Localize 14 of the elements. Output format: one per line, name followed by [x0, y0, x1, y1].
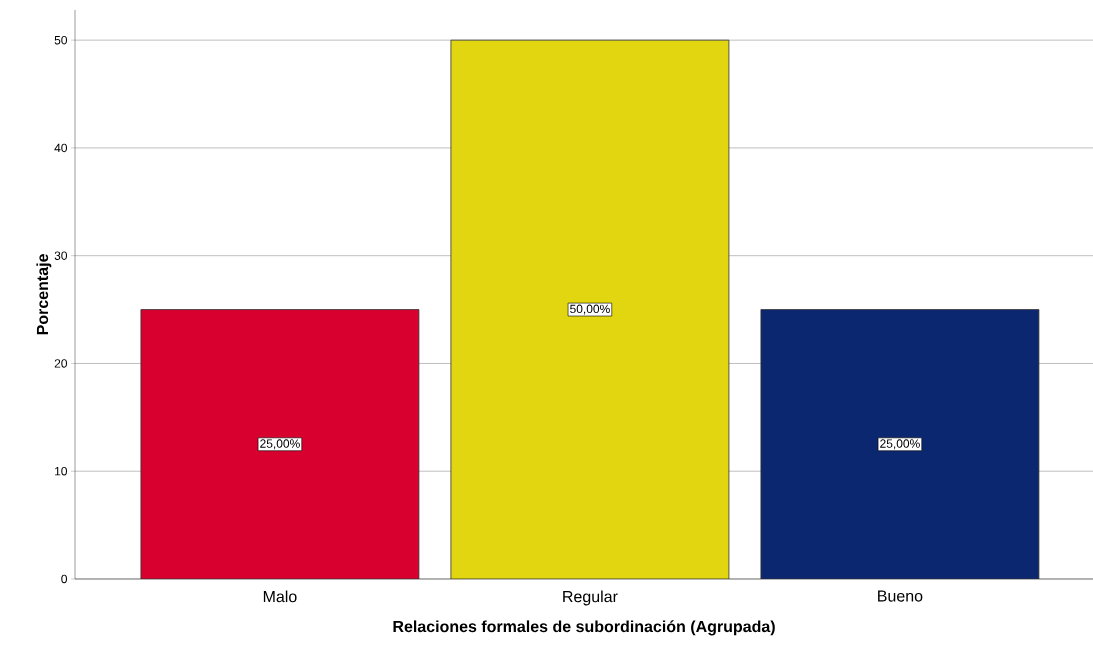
x-tick-label: Regular [563, 590, 618, 606]
y-axis-title: Porcentaje [36, 254, 52, 335]
x-tick-label: Bueno [878, 590, 923, 602]
x-tick-label: Malo [263, 590, 297, 603]
y-tick-label: 10 [55, 466, 68, 476]
y-tick-label: 0 [61, 574, 68, 584]
y-tick-label: 30 [54, 251, 68, 260]
y-tick-label: 40 [54, 143, 68, 153]
data-label: 25,00% [260, 439, 300, 450]
y-tick-label: 50 [54, 35, 68, 45]
y-tick-label: 20 [54, 359, 68, 368]
x-axis-title: Relaciones formales de subordinación (Agrupada) [393, 620, 775, 636]
data-label: 25,00% [880, 439, 920, 450]
data-label: 50,00% [570, 304, 610, 315]
